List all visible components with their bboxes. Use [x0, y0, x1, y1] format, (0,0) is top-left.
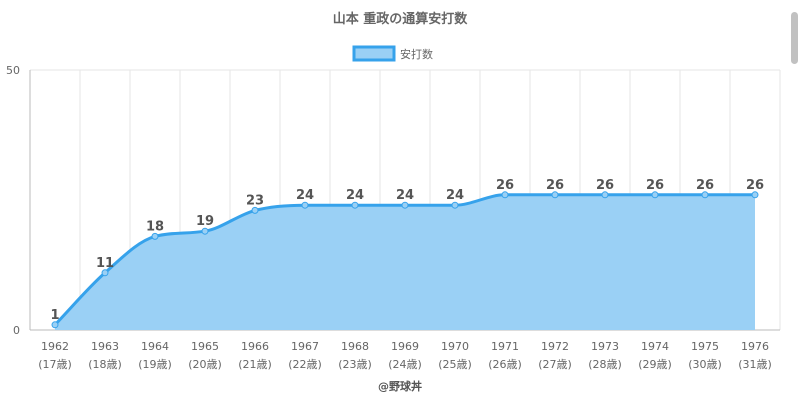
x-tick-sublabel: (28歳) [588, 358, 622, 371]
x-tick-label: 1962 [41, 340, 69, 353]
x-tick-sublabel: (25歳) [438, 358, 472, 371]
y-axis-ticks: 0 50 [6, 64, 20, 337]
data-point[interactable] [251, 206, 259, 214]
data-point[interactable] [751, 191, 759, 199]
footer-credit: @野球丼 [378, 379, 422, 393]
data-point[interactable] [101, 269, 109, 277]
data-label: 26 [746, 178, 764, 193]
scrollbar-thumb[interactable] [791, 12, 798, 64]
x-tick-label: 1975 [691, 340, 719, 353]
series-fill [55, 194, 755, 330]
x-tick-label: 1966 [241, 340, 269, 353]
x-tick-sublabel: (20歳) [188, 358, 222, 371]
x-axis-ticks: 1962 (17歳) 1963 (18歳) 1964 (19歳) 1965 (20歳) 1966… [38, 340, 772, 371]
data-point[interactable] [501, 191, 509, 199]
data-label: 1 [50, 308, 59, 323]
data-point[interactable] [651, 191, 659, 199]
chart-title: 山本 重政の通算安打数 [333, 11, 469, 27]
data-label: 26 [646, 178, 664, 193]
x-tick-sublabel: (21歳) [238, 358, 272, 371]
x-tick-label: 1969 [391, 340, 419, 353]
data-label: 24 [446, 188, 464, 203]
x-tick-label: 1968 [341, 340, 369, 353]
data-point[interactable] [151, 232, 159, 240]
x-tick-sublabel: (23歳) [338, 358, 372, 371]
data-point[interactable] [201, 227, 209, 235]
data-point[interactable] [351, 201, 359, 209]
data-label: 24 [346, 188, 364, 203]
data-point[interactable] [51, 321, 59, 329]
x-tick-label: 1964 [141, 340, 169, 353]
data-point[interactable] [451, 201, 459, 209]
x-tick-sublabel: (19歳) [138, 358, 172, 371]
data-point[interactable] [701, 191, 709, 199]
data-label: 26 [696, 178, 714, 193]
data-label: 26 [496, 178, 514, 193]
x-tick-label: 1967 [291, 340, 319, 353]
data-point[interactable] [401, 201, 409, 209]
data-point[interactable] [601, 191, 609, 199]
legend[interactable]: 安打数 [352, 45, 433, 62]
data-label: 18 [146, 219, 164, 234]
x-tick-sublabel: (22歳) [288, 358, 322, 371]
x-tick-sublabel: (30歳) [688, 358, 722, 371]
x-tick-sublabel: (31歳) [738, 358, 772, 371]
x-tick-sublabel: (26歳) [488, 358, 522, 371]
x-tick-sublabel: (18歳) [88, 358, 122, 371]
y-tick-label: 0 [13, 324, 20, 337]
x-tick-label: 1965 [191, 340, 219, 353]
data-label: 19 [196, 214, 214, 229]
x-tick-label: 1974 [641, 340, 669, 353]
data-point[interactable] [551, 191, 559, 199]
data-label: 26 [546, 178, 564, 193]
x-tick-sublabel: (29歳) [638, 358, 672, 371]
data-label: 24 [296, 188, 314, 203]
series-area [53, 193, 755, 330]
data-label: 11 [96, 256, 114, 271]
data-label: 26 [596, 178, 614, 193]
data-label: 24 [396, 188, 414, 203]
data-point[interactable] [301, 201, 309, 209]
series-points [51, 191, 759, 329]
x-tick-label: 1970 [441, 340, 469, 353]
x-tick-label: 1963 [91, 340, 119, 353]
legend-swatch [352, 45, 396, 62]
x-tick-label: 1971 [491, 340, 519, 353]
x-tick-label: 1972 [541, 340, 569, 353]
legend-label: 安打数 [400, 47, 433, 61]
y-tick-label: 50 [6, 64, 20, 77]
x-tick-label: 1976 [741, 340, 769, 353]
x-tick-label: 1973 [591, 340, 619, 353]
x-tick-sublabel: (17歳) [38, 358, 72, 371]
x-tick-sublabel: (24歳) [388, 358, 422, 371]
x-tick-sublabel: (27歳) [538, 358, 572, 371]
data-label: 23 [246, 193, 264, 208]
